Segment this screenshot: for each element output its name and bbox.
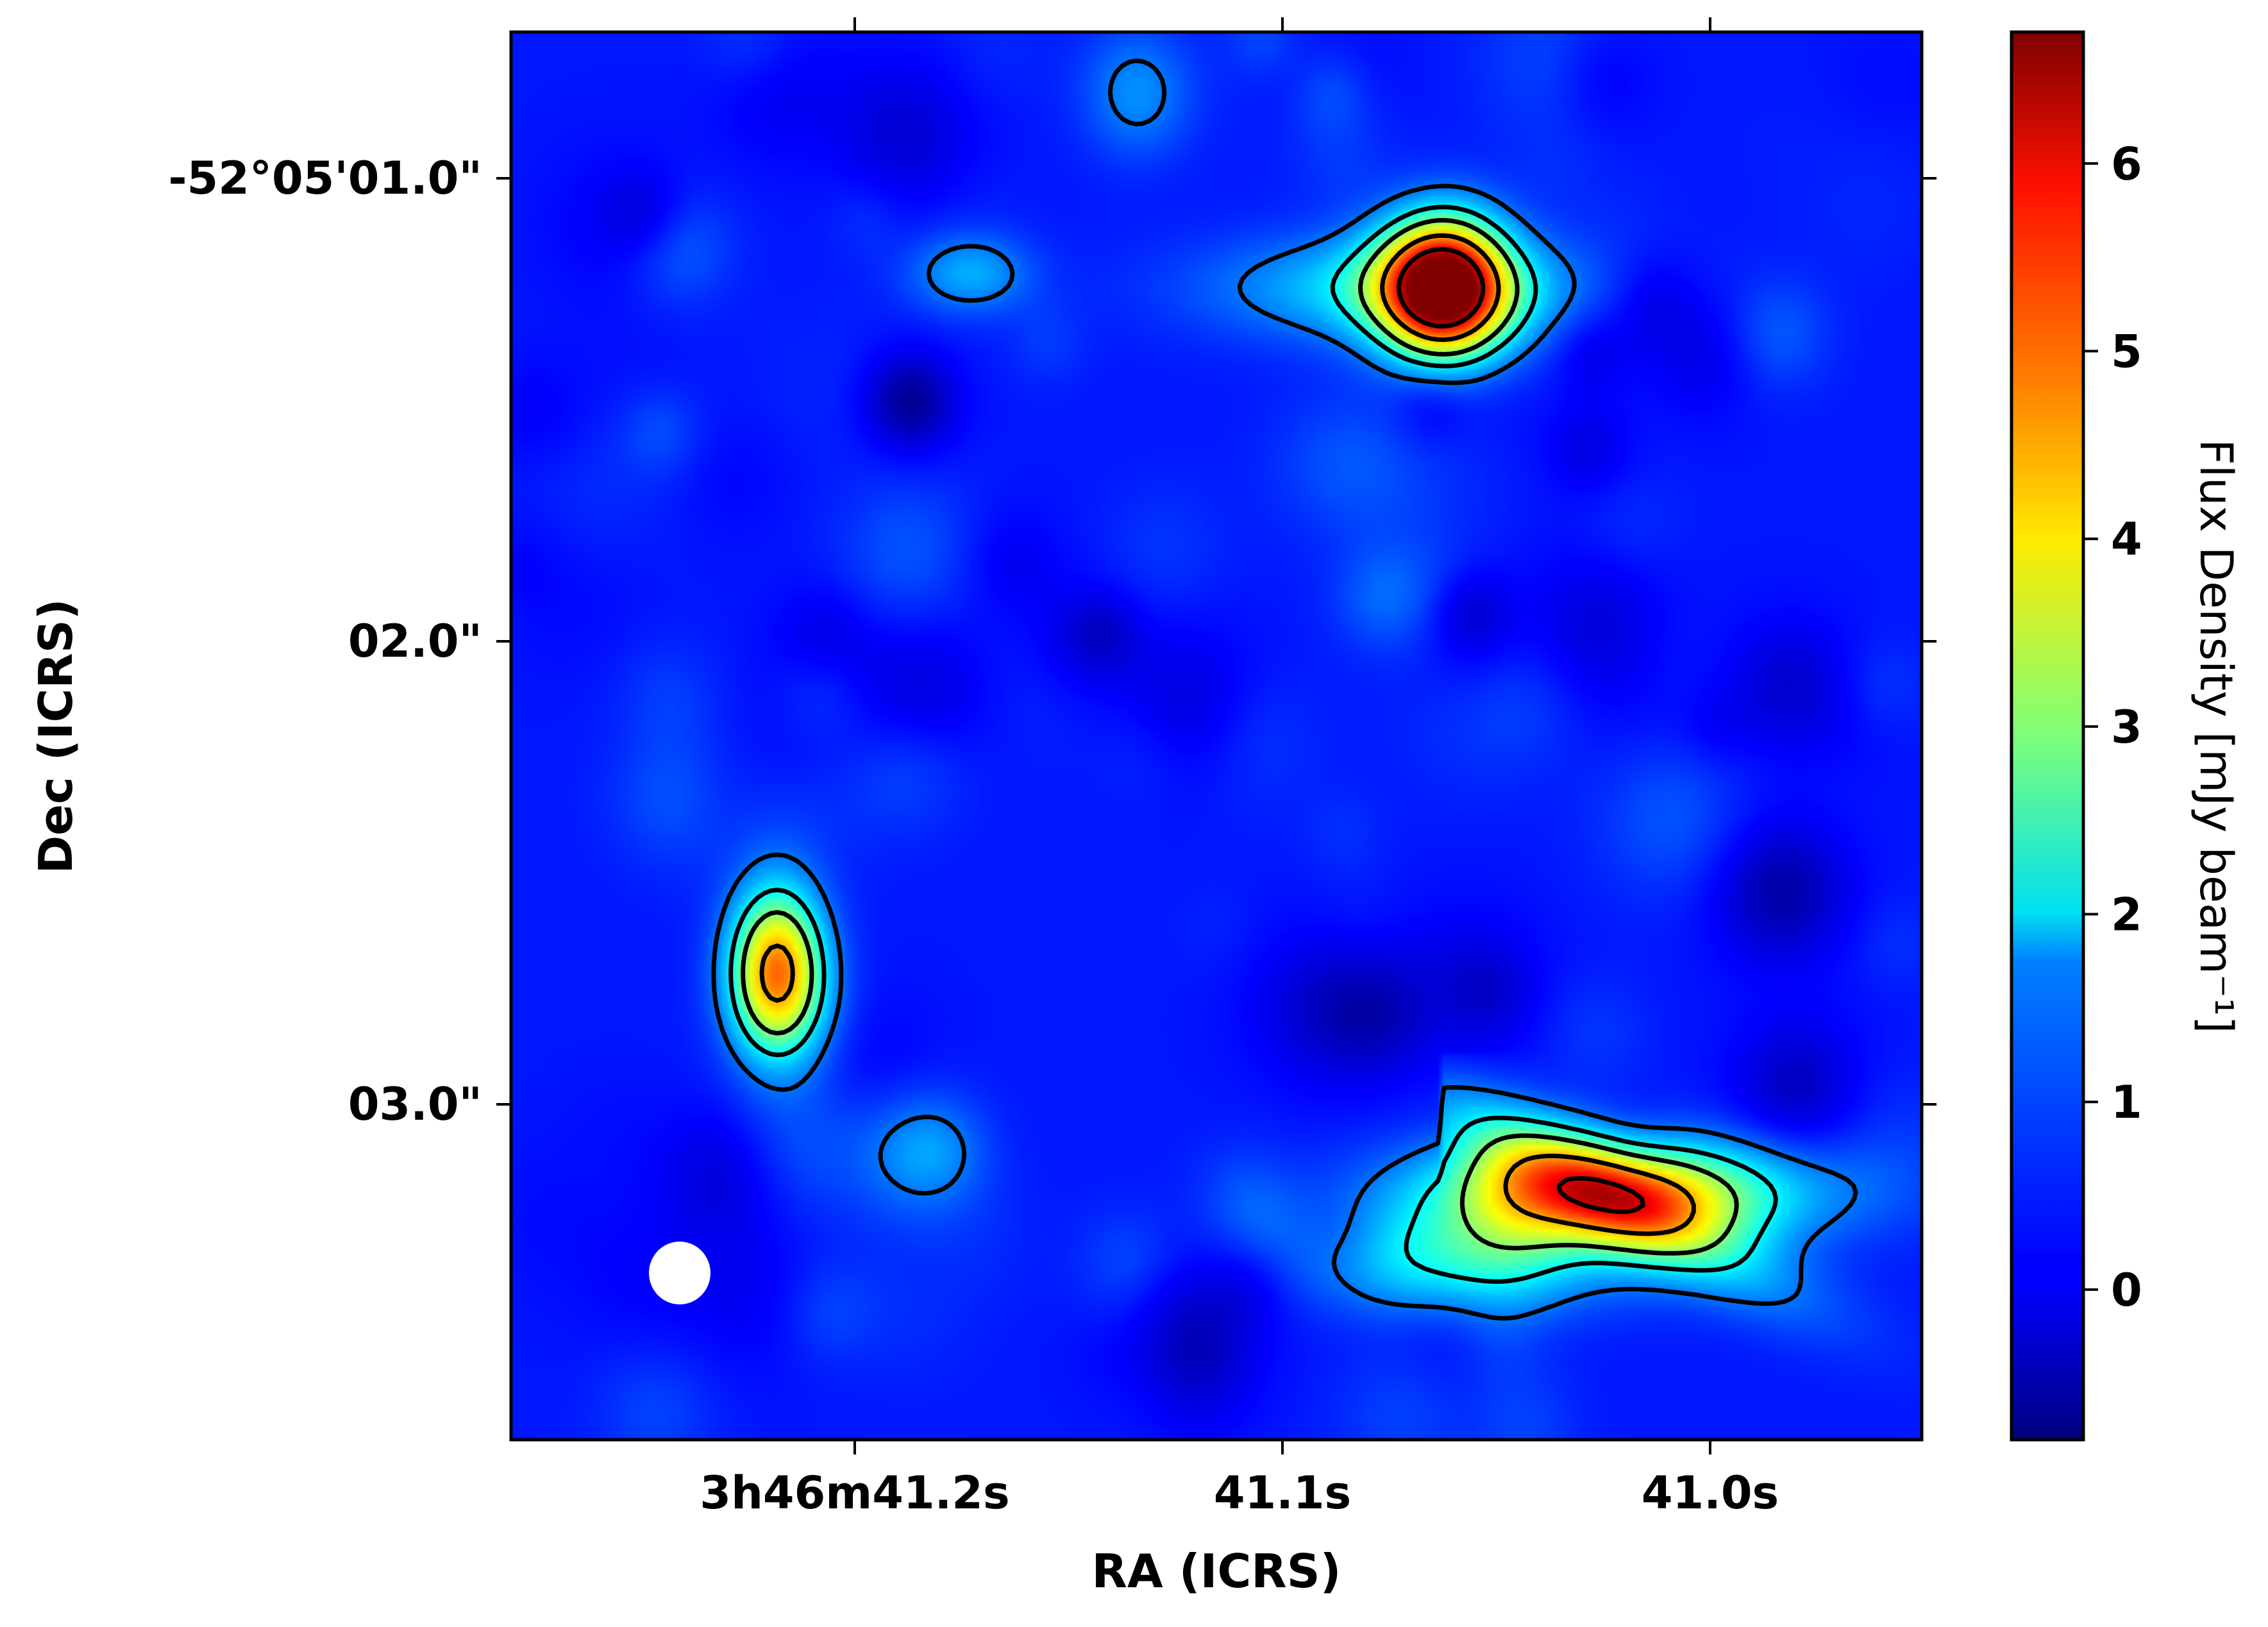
contour-level-5: [1397, 247, 1645, 1214]
x-tick-label-2: 41.1s: [1214, 1467, 1351, 1519]
x-ticks: [853, 17, 1711, 1454]
colorbar-tick-label-6: 6: [2111, 138, 2142, 190]
colorbar: 0 1 2 3 4 5 6 Flux Density [mJy beam⁻¹]: [2010, 30, 2242, 1442]
contour-level-3: [741, 217, 1739, 1256]
contour-level-4: [759, 233, 1696, 1236]
colorbar-tick-label-1: 1: [2111, 1076, 2142, 1129]
x-axis-label: RA (ICRS): [1092, 1544, 1341, 1598]
colorbar-frame: [2010, 30, 2085, 1442]
colorbar-tick-label-3: 3: [2111, 701, 2142, 754]
colorbar-tick-label-2: 2: [2111, 889, 2142, 941]
y-axis-label: Dec (ICRS): [29, 598, 83, 873]
colorbar-tick-label-4: 4: [2111, 513, 2142, 566]
y-tick-label-3: 03.0": [348, 1078, 482, 1131]
x-tick-label-3: 41.0s: [1642, 1467, 1779, 1519]
plot-frame: [509, 30, 1924, 1442]
contour-layer: [711, 58, 1858, 1321]
colorbar-label: Flux Density [mJy beam⁻¹]: [2190, 439, 2242, 1034]
y-tick-label-1: -52°05'01.0": [169, 152, 483, 205]
contour-level-2: [728, 205, 1778, 1284]
colorbar-ticks: 0 1 2 3 4 5 6: [2083, 138, 2142, 1317]
x-tick-label-1: 3h46m41.2s: [700, 1467, 1009, 1519]
contour-level-1: [711, 58, 1858, 1321]
heatmap-image: [511, 32, 1922, 1440]
colorbar-gradient: [2012, 32, 2083, 1440]
y-tick-label-2: 02.0": [348, 615, 482, 668]
colorbar-tick-label-0: 0: [2111, 1264, 2142, 1317]
colorbar-tick-label-5: 5: [2111, 326, 2142, 378]
y-ticks: [496, 177, 1936, 1106]
beam-ellipse: [649, 1242, 710, 1304]
